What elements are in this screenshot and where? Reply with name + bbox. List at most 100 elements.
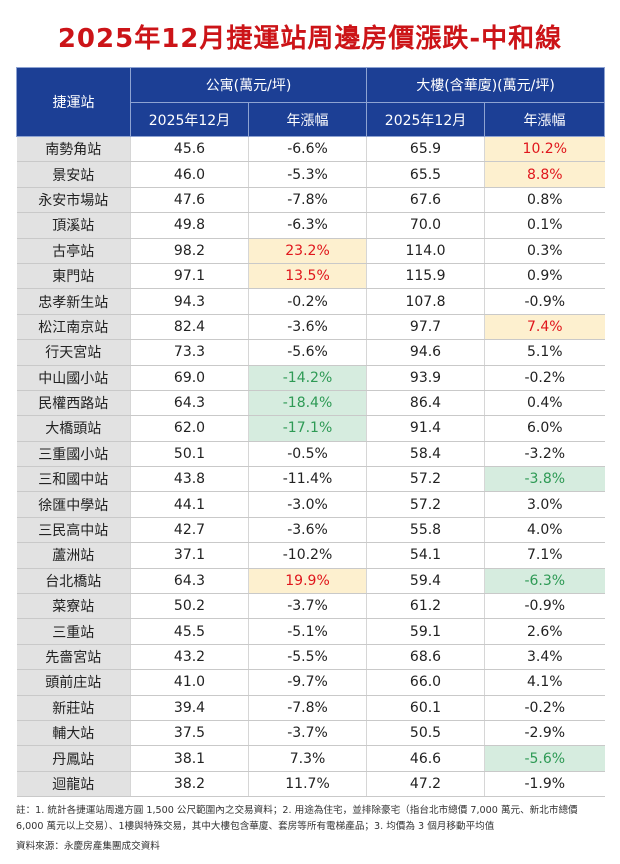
bld-price-cell: 107.8	[366, 288, 485, 315]
bld-price-cell: 67.6	[366, 187, 485, 214]
station-cell: 三重站	[16, 618, 131, 645]
station-cell: 新莊站	[16, 695, 131, 721]
table-row: 迴龍站 38.2 11.7% 47.2 -1.9%	[16, 771, 605, 798]
apt-change-cell: 23.2%	[247, 238, 367, 264]
apt-change-cell: 13.5%	[247, 263, 367, 290]
apt-change-cell: -11.4%	[247, 466, 367, 493]
bld-price-cell: 70.0	[366, 212, 485, 239]
bld-change-cell: -0.9%	[484, 593, 605, 620]
apt-price-cell: 46.0	[130, 161, 249, 188]
header-apartment: 公寓(萬元/坪)	[129, 67, 368, 103]
apt-change-cell: -6.6%	[247, 136, 367, 163]
apt-change-cell: -0.2%	[247, 288, 367, 315]
bld-change-cell: 0.9%	[484, 263, 605, 290]
station-cell: 蘆洲站	[16, 542, 131, 569]
bld-price-cell: 65.9	[366, 136, 485, 163]
bld-price-cell: 114.0	[366, 238, 485, 264]
bld-price-cell: 61.2	[366, 593, 485, 620]
apt-change-cell: -18.4%	[247, 390, 367, 417]
bld-price-cell: 54.1	[366, 542, 485, 569]
bld-change-cell: 5.1%	[484, 339, 605, 366]
station-cell: 松江南京站	[16, 314, 131, 341]
apt-price-cell: 50.2	[130, 593, 249, 620]
bld-price-cell: 60.1	[366, 695, 485, 721]
bld-change-cell: 3.0%	[484, 491, 605, 518]
bld-change-cell: -1.9%	[484, 771, 605, 798]
apt-change-cell: -17.1%	[247, 415, 367, 442]
station-cell: 輔大站	[16, 720, 131, 747]
apt-price-cell: 73.3	[130, 339, 249, 366]
bld-price-cell: 58.4	[366, 441, 485, 468]
apt-price-cell: 50.1	[130, 441, 249, 468]
apt-change-cell: -5.1%	[247, 618, 367, 645]
apt-price-cell: 64.3	[130, 390, 249, 417]
data-source: 資料來源：永慶房產集團成交資料	[16, 841, 160, 852]
station-cell: 景安站	[16, 161, 131, 188]
bld-price-cell: 47.2	[366, 771, 485, 798]
station-cell: 行天宮站	[16, 339, 131, 366]
apt-change-cell: 11.7%	[247, 771, 367, 798]
apt-price-cell: 41.0	[130, 669, 249, 696]
bld-price-cell: 59.1	[366, 618, 485, 645]
header-station: 捷運站	[16, 67, 131, 137]
apt-price-cell: 98.2	[130, 238, 249, 264]
bld-price-cell: 57.2	[366, 466, 485, 493]
bld-change-cell: 8.8%	[484, 161, 605, 188]
apt-price-cell: 62.0	[130, 415, 249, 442]
apt-price-cell: 43.8	[130, 466, 249, 493]
apt-change-cell: -5.6%	[247, 339, 367, 366]
bld-price-cell: 59.4	[366, 568, 485, 595]
table-row: 民權西路站 64.3 -18.4% 86.4 0.4%	[16, 390, 605, 417]
header-bld-change: 年漲幅	[484, 102, 606, 137]
bld-change-cell: -5.6%	[484, 745, 605, 772]
station-cell: 徐匯中學站	[16, 491, 131, 518]
bld-change-cell: 10.2%	[484, 136, 605, 163]
bld-change-cell: -0.2%	[484, 695, 605, 721]
bld-price-cell: 55.8	[366, 517, 485, 544]
apt-change-cell: -3.6%	[247, 517, 367, 544]
apt-change-cell: 7.3%	[247, 745, 367, 772]
station-cell: 三和國中站	[16, 466, 131, 493]
apt-price-cell: 38.2	[130, 771, 249, 798]
bld-change-cell: -0.2%	[484, 365, 605, 391]
station-cell: 台北橋站	[16, 568, 131, 595]
apt-change-cell: -3.0%	[247, 491, 367, 518]
station-cell: 頭前庄站	[16, 669, 131, 696]
apt-change-cell: 19.9%	[247, 568, 367, 595]
bld-change-cell: -2.9%	[484, 720, 605, 747]
apt-change-cell: -3.7%	[247, 720, 367, 747]
apt-price-cell: 37.5	[130, 720, 249, 747]
apt-price-cell: 38.1	[130, 745, 249, 772]
bld-change-cell: 6.0%	[484, 415, 605, 442]
apt-price-cell: 69.0	[130, 365, 249, 391]
station-cell: 東門站	[16, 263, 131, 290]
apt-price-cell: 39.4	[130, 695, 249, 721]
bld-price-cell: 66.0	[366, 669, 485, 696]
bld-price-cell: 50.5	[366, 720, 485, 747]
table-row: 頭前庄站 41.0 -9.7% 66.0 4.1%	[16, 669, 605, 696]
table-row: 古亭站 98.2 23.2% 114.0 0.3%	[16, 238, 605, 264]
apt-price-cell: 37.1	[130, 542, 249, 569]
station-cell: 永安市場站	[16, 187, 131, 214]
table-row: 永安市場站 47.6 -7.8% 67.6 0.8%	[16, 187, 605, 214]
station-cell: 丹鳳站	[16, 745, 131, 772]
bld-price-cell: 57.2	[366, 491, 485, 518]
table-row: 台北橋站 64.3 19.9% 59.4 -6.3%	[16, 568, 605, 595]
apt-price-cell: 94.3	[130, 288, 249, 315]
table-row: 三重站 45.5 -5.1% 59.1 2.6%	[16, 618, 605, 645]
bld-change-cell: -6.3%	[484, 568, 605, 595]
bld-change-cell: 7.1%	[484, 542, 605, 569]
bld-change-cell: -0.9%	[484, 288, 605, 315]
apt-price-cell: 42.7	[130, 517, 249, 544]
table-row: 三重國小站 50.1 -0.5% 58.4 -3.2%	[16, 441, 605, 468]
apt-change-cell: -0.5%	[247, 441, 367, 468]
station-cell: 三重國小站	[16, 441, 131, 468]
apt-price-cell: 64.3	[130, 568, 249, 595]
footnote: 註：1. 統計各捷運站周邊方圓 1,500 公尺範圍內之交易資料；2. 用途為住…	[16, 805, 578, 832]
station-cell: 中山國小站	[16, 365, 131, 391]
table-row: 徐匯中學站 44.1 -3.0% 57.2 3.0%	[16, 491, 605, 518]
apt-price-cell: 44.1	[130, 491, 249, 518]
bld-change-cell: -3.8%	[484, 466, 605, 493]
table-row: 三民高中站 42.7 -3.6% 55.8 4.0%	[16, 517, 605, 544]
bld-change-cell: 0.1%	[484, 212, 605, 239]
